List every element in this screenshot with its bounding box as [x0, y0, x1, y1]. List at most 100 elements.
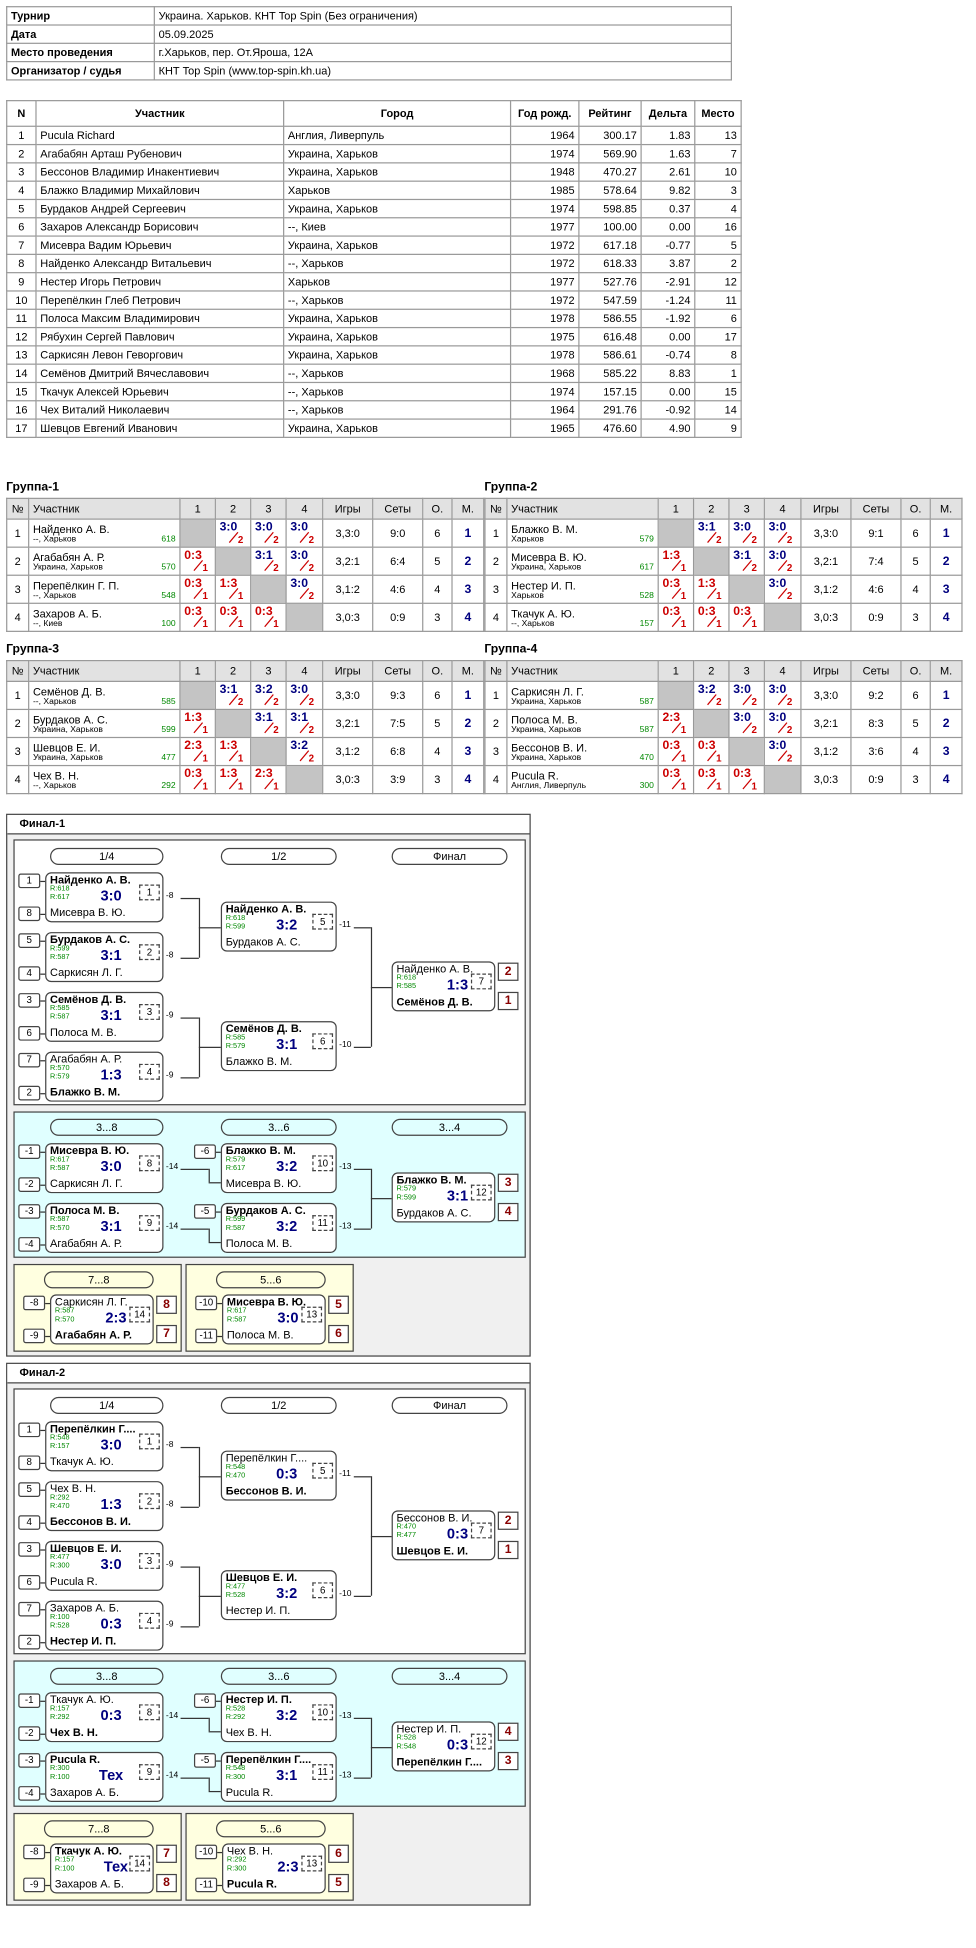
match-number: 13	[301, 1855, 323, 1872]
player-cell: 8	[6, 253, 37, 274]
result-score: 3:1	[219, 683, 238, 697]
player-name: Перепёлкин Г....	[396, 1755, 483, 1768]
player-name: Агабабян А. Р.	[54, 1328, 132, 1341]
connector-line	[353, 1227, 371, 1230]
row-number: 4	[6, 602, 30, 632]
player-rating: R:618	[225, 915, 246, 923]
match-score: 1:3	[100, 1066, 122, 1084]
result-score: 3:0	[290, 549, 308, 563]
group-place: 2	[929, 546, 963, 576]
result-points: 2	[786, 724, 793, 736]
match-score: 3:0	[100, 886, 122, 905]
connector-line	[370, 1746, 392, 1748]
player-name: Чех В. Н.	[225, 1726, 272, 1739]
player-cell: 13	[694, 125, 742, 146]
group-place: 2	[451, 546, 485, 576]
group-column-header: М.	[451, 660, 485, 682]
seed: -11	[195, 1877, 218, 1893]
participant-name: Блажко В. М.	[511, 522, 578, 535]
participant-city: --, Харьков	[32, 591, 77, 600]
result-cell: 3:2 2	[250, 680, 287, 711]
match-score: 1:3	[446, 976, 469, 994]
player-rating: R:587	[54, 1307, 75, 1316]
next-match: -14	[165, 1770, 179, 1780]
result-score: 2:3	[254, 767, 273, 781]
connector-line	[208, 1168, 210, 1183]
group-title: Группа-1	[6, 480, 59, 495]
seed: -1	[18, 1144, 41, 1159]
row-number: 3	[484, 574, 508, 604]
result-score: 3:0	[768, 739, 787, 753]
group-column-header: Сеты	[850, 497, 902, 520]
player-cell: 1985	[509, 180, 580, 201]
connector-line	[208, 1731, 221, 1733]
result-cell: 3:0 2	[728, 708, 765, 739]
match: Ткачук А. Ю. R:157 R:100 Захаров А. Б. Тех 14	[50, 1843, 154, 1894]
player-name: Pucula R.	[50, 1753, 101, 1766]
round-header: 5...6	[215, 1820, 326, 1838]
participant-city: Англия, Ливерпуль	[511, 781, 587, 790]
seed: 4	[18, 966, 41, 981]
group-row: 1 Блажко В. М. Харьков 579 3:1 2 3:0 2 3:0 2 3,3:0…	[484, 518, 963, 548]
match-number: 14	[129, 1855, 151, 1872]
seed: -8	[23, 1844, 46, 1860]
participant-rating: 100	[161, 619, 176, 628]
self-cell	[250, 736, 287, 767]
player-cell: 598.85	[578, 198, 642, 219]
column-header: Дельта	[640, 100, 696, 127]
connector-line	[353, 1776, 371, 1779]
result-score: 1:3	[219, 739, 238, 753]
result-cell: 0:3 1	[657, 602, 695, 632]
player-rating: R:292	[50, 1494, 70, 1502]
seed: -2	[18, 1726, 41, 1741]
row-number: 3	[6, 736, 30, 767]
connector-line	[180, 1016, 199, 1019]
group-column-header: 1	[179, 497, 216, 520]
player-rating: R:528	[50, 1622, 70, 1630]
player-cell: 569.90	[578, 143, 642, 164]
player-row: 3 Бессонов Владимир Инакентиевич Украина, …	[6, 162, 742, 182]
result-score: 0:3	[184, 605, 202, 619]
connector-line	[353, 1475, 371, 1477]
result-score: 3:0	[768, 711, 787, 725]
result-cell: 0:3 1	[657, 574, 695, 604]
participant-city: Харьков	[511, 534, 544, 544]
header-row: N Участник Город Год рожд. Рейтинг Дельта Мест…	[6, 100, 742, 127]
match: Семёнов Д. В. R:585 R:579 Блажко В. М. 3:1 6	[220, 1021, 337, 1072]
info-label: Турнир	[6, 6, 155, 26]
final-title: Финал-1	[19, 817, 66, 830]
player-rating: R:300	[50, 1765, 70, 1773]
match: Нестер И. П. R:528 R:548 Перепёлкин Г.... 0:…	[391, 1721, 496, 1772]
round-header: Финал	[391, 847, 508, 865]
final-place: 7	[156, 1324, 177, 1344]
player-row: 2 Агабабян Арташ Рубенович Украина, Харько…	[6, 143, 742, 164]
seed: -5	[193, 1204, 216, 1219]
next-match: -11	[339, 920, 351, 930]
next-match: -10	[339, 1040, 352, 1049]
result-points: 2	[786, 752, 793, 764]
player-row: 12 Рябухин Сергей Павлович Украина, Харько…	[6, 326, 742, 347]
player-name: Блажко В. М.	[225, 1144, 296, 1157]
result-score: 0:3	[184, 767, 202, 781]
connector-line	[208, 1241, 221, 1244]
match-number: 11	[312, 1764, 334, 1780]
match: Найденко А. В. R:618 R:617 Мисевра В. Ю. 3:0…	[45, 872, 164, 923]
match: Семёнов Д. В. R:585 R:587 Полоса М. В. 3:1 3	[45, 991, 164, 1042]
player-rating: R:477	[396, 1532, 417, 1540]
result-cell: 1:3 1	[657, 546, 695, 576]
player-name: Полоса М. В.	[50, 1026, 117, 1039]
player-cell: 1965	[509, 418, 580, 438]
participant-city: --, Харьков	[32, 697, 77, 706]
group-column-header: Игры	[322, 660, 374, 682]
self-cell	[285, 764, 324, 795]
connector-line	[40, 1609, 46, 1611]
player-row: 16 Чех Виталий Николаевич --, Харьков 1964 2…	[6, 400, 742, 420]
stat-games: 3,2:1	[800, 708, 852, 739]
result-cell: 3:0 2	[285, 680, 324, 711]
participant-sub: Украина, Харьков 477	[33, 753, 176, 762]
result-points: 2	[273, 534, 279, 546]
match-score: 0:3	[446, 1525, 469, 1543]
connector-line	[40, 1429, 46, 1432]
player-rating: R:100	[54, 1865, 75, 1873]
player-cell: 9	[6, 272, 37, 292]
